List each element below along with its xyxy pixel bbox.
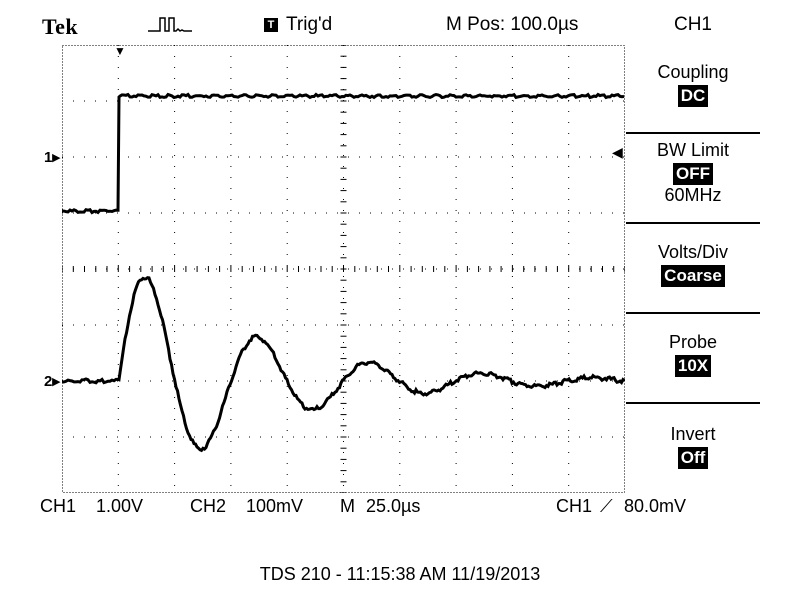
coupling-label: Coupling <box>657 62 729 82</box>
screenshot-caption: TDS 210 - 11:15:38 AM 11/19/2013 <box>259 564 541 584</box>
invert-label: Invert <box>670 424 716 444</box>
waveform-display <box>62 92 625 453</box>
ch2-scale: 100mV <box>246 496 304 516</box>
menu-divider <box>626 222 760 224</box>
ch2-waveform <box>62 276 625 453</box>
coupling-value: DC <box>677 85 709 107</box>
pulse-acquire-icon <box>148 17 192 32</box>
channel-menu: Coupling DC BW Limit OFF 60MHz Volts/Div… <box>626 44 760 496</box>
trigger-slope-icon: ⟋ <box>600 496 613 516</box>
volts-div-label: Volts/Div <box>657 242 729 262</box>
bw-limit-value: OFF <box>673 163 713 185</box>
trigger-position-icon: ▼ <box>114 44 126 58</box>
probe-label: Probe <box>668 332 718 352</box>
bw-limit-label: BW Limit <box>657 140 729 160</box>
bw-limit-menu-button[interactable]: BW Limit OFF 60MHz <box>626 140 760 206</box>
ch2-status-label: CH2 <box>190 496 227 516</box>
ch1-waveform <box>62 92 625 215</box>
menu-divider <box>626 402 760 404</box>
main-position: M Pos: 100.0µs <box>446 14 579 35</box>
trigger-level-icon: ◀ <box>612 144 623 160</box>
trigger-badge: T <box>264 18 278 32</box>
trigger-status: Trig'd <box>286 14 333 35</box>
ch1-status-label: CH1 <box>40 496 77 516</box>
brand-logo: Tek <box>42 14 79 39</box>
invert-value: Off <box>677 447 709 469</box>
graticule <box>62 45 625 493</box>
timebase-scale: 25.0µs <box>366 496 421 516</box>
ch1-marker: 1▸ <box>44 149 60 166</box>
trigger-source: CH1 <box>556 496 593 516</box>
invert-menu-button[interactable]: Invert Off <box>626 424 760 469</box>
volts-div-value: Coarse <box>661 265 725 287</box>
menu-divider <box>626 132 760 134</box>
volts-div-menu-button[interactable]: Volts/Div Coarse <box>626 242 760 287</box>
probe-value: 10X <box>674 355 712 377</box>
menu-divider <box>626 312 760 314</box>
coupling-menu-button[interactable]: Coupling DC <box>626 62 760 107</box>
oscilloscope-screen: Tek T Trig'd M Pos: 100.0µs CH1 ▼ ◀ 1▸ 2… <box>40 14 760 516</box>
trigger-level: 80.0mV <box>624 496 687 516</box>
probe-menu-button[interactable]: Probe 10X <box>626 332 760 377</box>
ch2-marker: 2▸ <box>44 373 60 390</box>
menu-title: CH1 <box>673 14 712 35</box>
bw-limit-sub: 60MHz <box>664 185 722 205</box>
ch1-scale: 1.00V <box>96 496 144 516</box>
timebase-label: M <box>340 496 355 516</box>
